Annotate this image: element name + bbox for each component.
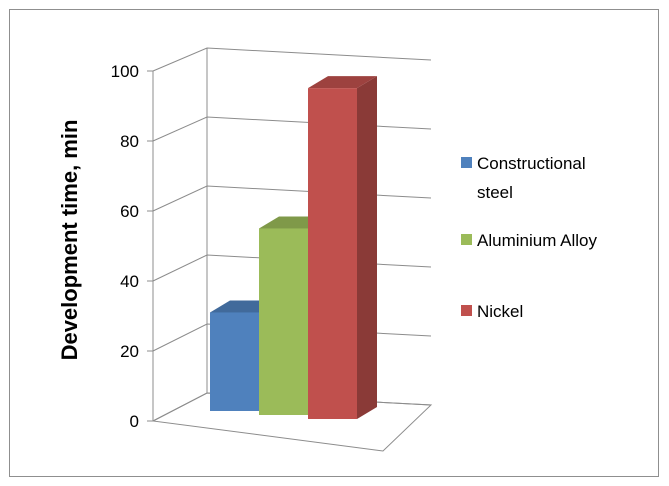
y-tick-label: 40 bbox=[120, 272, 139, 291]
legend-swatch bbox=[461, 157, 472, 168]
bar-nickel bbox=[308, 76, 377, 420]
axis-layer bbox=[147, 48, 433, 452]
y-tick-label: 60 bbox=[120, 202, 139, 221]
legend-label: Aluminium Alloy bbox=[477, 231, 597, 250]
chart-floor bbox=[151, 392, 433, 452]
y-tick-label: 80 bbox=[120, 132, 139, 151]
legend-item: Aluminium Alloy bbox=[461, 231, 597, 250]
gridline bbox=[152, 185, 432, 212]
legend-swatch bbox=[461, 305, 472, 316]
legend-label: steel bbox=[477, 183, 513, 202]
legend-label: Nickel bbox=[477, 302, 523, 321]
y-tick-labels: 0 20 40 60 80 100 bbox=[111, 62, 139, 431]
legend-label: Constructional bbox=[477, 154, 586, 173]
legend-swatch bbox=[461, 234, 472, 245]
y-axis-title: Development time, min bbox=[57, 120, 82, 361]
gridline bbox=[152, 47, 432, 72]
y-tick-label: 20 bbox=[120, 342, 139, 361]
y-tick-label: 100 bbox=[111, 62, 139, 81]
legend-item: Nickel bbox=[461, 302, 523, 321]
y-tick-label: 0 bbox=[130, 412, 139, 431]
legend: Constructional steel Aluminium Alloy Nickel bbox=[461, 154, 597, 321]
legend-item: Constructional steel bbox=[461, 154, 586, 202]
bars-layer bbox=[210, 76, 377, 420]
gridline bbox=[152, 116, 432, 142]
